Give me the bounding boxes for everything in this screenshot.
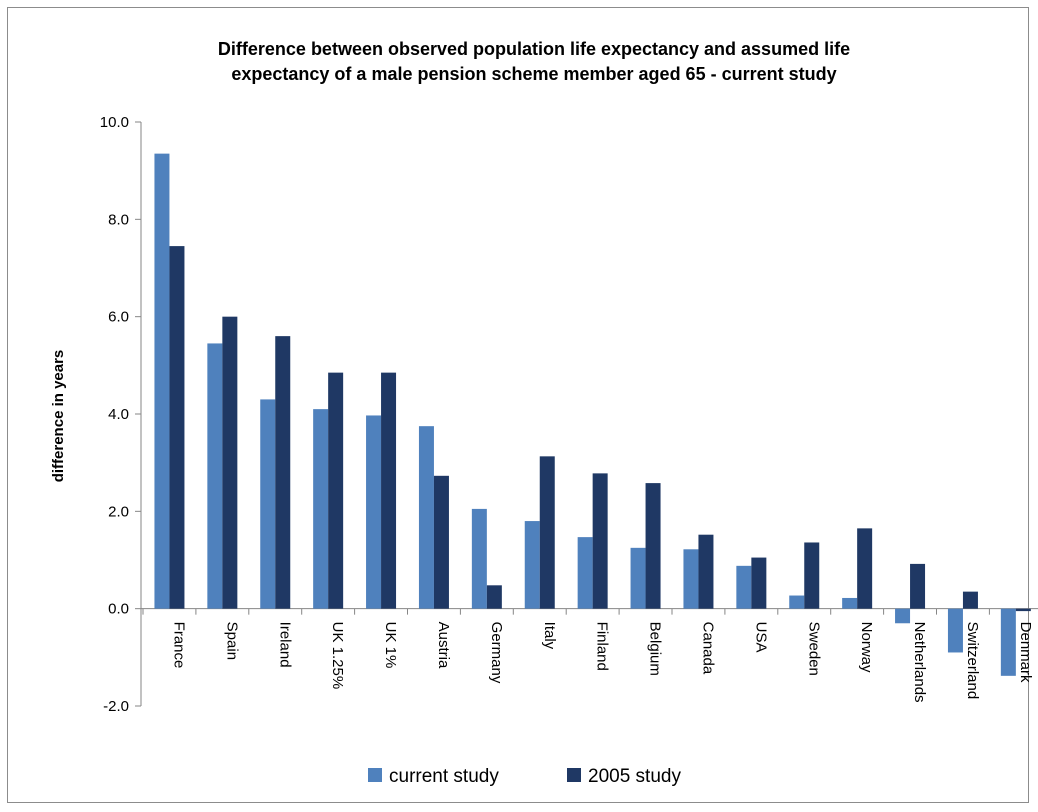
x-tick-label: Finland	[594, 622, 611, 671]
bar-current-study	[524, 521, 540, 609]
bar-current-study	[366, 415, 382, 609]
bar-current-study	[313, 409, 329, 609]
bar-2005-study	[804, 542, 820, 609]
bar-current-study	[154, 153, 170, 609]
x-tick-label: UK 1.25%	[329, 622, 346, 690]
bar-current-study	[630, 547, 646, 609]
bar-2005-study	[222, 316, 238, 609]
bar-2005-study	[381, 372, 397, 609]
x-tick-label: France	[170, 622, 187, 669]
x-tick-label: Norway	[858, 622, 875, 673]
x-tick-label: UK 1%	[382, 622, 399, 669]
y-axis-label: difference in years	[50, 350, 67, 483]
bar-2005-study	[645, 483, 661, 609]
bar-current-study	[683, 549, 699, 609]
y-tick-label: -2.0	[103, 698, 129, 715]
y-tick-label: 8.0	[108, 211, 129, 228]
x-tick-label: USA	[752, 622, 769, 653]
bar-2005-study	[328, 372, 344, 609]
bar-current-study	[207, 343, 223, 609]
y-tick-label: 2.0	[108, 503, 129, 520]
bar-current-study	[260, 399, 276, 609]
bar-current-study	[471, 508, 487, 609]
x-tick-label: Denmark	[1017, 622, 1034, 683]
bar-current-study	[418, 426, 434, 609]
x-tick-label: Switzerland	[964, 622, 981, 700]
bar-2005-study	[433, 475, 449, 609]
x-tick-label: Belgium	[647, 622, 664, 676]
bar-2005-study	[592, 473, 608, 609]
legend: current study 2005 study	[368, 766, 681, 787]
bar-2005-study	[751, 557, 767, 609]
x-tick-label: Italy	[541, 622, 558, 650]
bar-2005-study	[910, 563, 926, 609]
y-tick-label: 0.0	[108, 601, 129, 618]
x-tick-label: Netherlands	[911, 622, 928, 703]
bar-2005-study	[1015, 608, 1031, 612]
chart-title-line-1: Difference between observed population l…	[218, 39, 850, 59]
y-tick-label: 4.0	[108, 406, 129, 423]
bar-2005-study	[698, 534, 714, 609]
bar-current-study	[1000, 608, 1016, 676]
bar-2005-study	[962, 591, 978, 609]
bar-2005-study	[857, 528, 873, 609]
bar-2005-study	[169, 246, 185, 609]
bar-current-study	[577, 537, 593, 609]
legend-label: 2005 study	[588, 766, 681, 787]
bar-current-study	[842, 597, 858, 609]
bar-2005-study	[539, 456, 555, 609]
x-tick-label: Ireland	[276, 622, 293, 668]
x-tick-label: Sweden	[805, 622, 822, 676]
legend-swatch	[368, 768, 382, 782]
x-tick-label: Canada	[699, 622, 716, 675]
chart-title-line-2: expectancy of a male pension scheme memb…	[231, 64, 836, 84]
bar-current-study	[736, 565, 752, 609]
legend-swatch	[567, 768, 581, 782]
bar-2005-study	[275, 336, 291, 609]
bar-2005-study	[486, 585, 502, 609]
x-tick-label: Spain	[223, 622, 240, 660]
plot-area: 10.0 8.0 6.0 4.0 2.0 0.0 -2.0 France Spain Irelan…	[100, 114, 1038, 715]
y-tick-label: 10.0	[100, 114, 129, 131]
bar-current-study	[895, 608, 911, 624]
x-tick-label: Germany	[488, 622, 505, 684]
y-tick-label: 6.0	[108, 309, 129, 326]
bar-current-study	[947, 608, 963, 653]
bar-current-study	[789, 595, 805, 609]
x-tick-label: Austria	[435, 622, 452, 669]
legend-label: current study	[389, 766, 499, 787]
